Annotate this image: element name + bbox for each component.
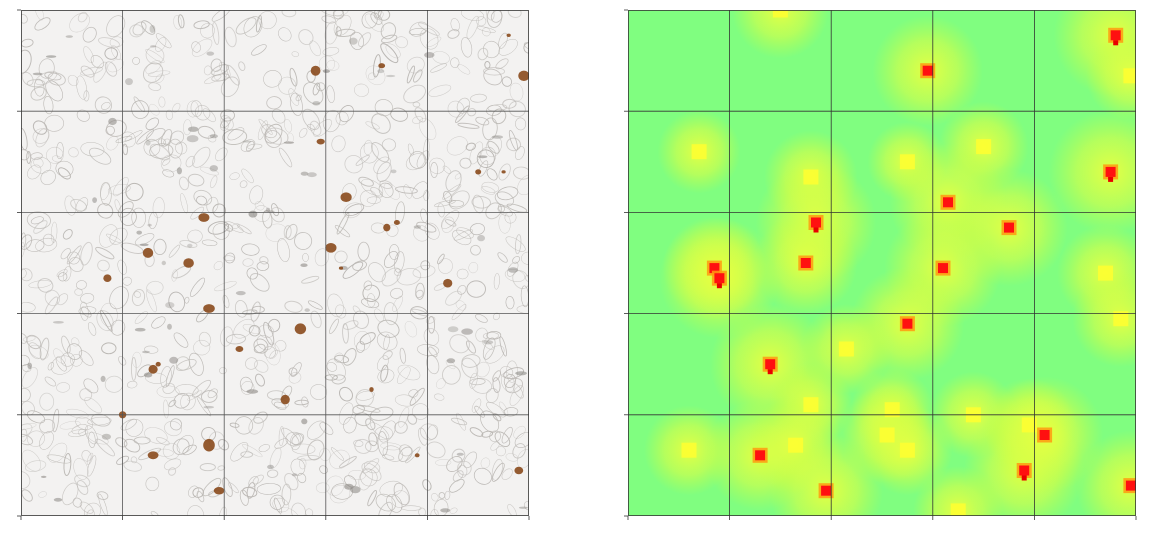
hotspot-pixel [1125,480,1136,491]
hotspot-pixel [838,341,854,357]
hotspot-pixel [922,65,933,76]
hotspot-pixel [1105,166,1116,177]
stained-cell [155,361,161,367]
hotspot-pixel [755,450,766,461]
hotspot-pixel [1108,176,1114,182]
hotspot-pixel [902,318,913,329]
stained-cell [310,65,321,76]
hotspot-pixel [1004,222,1014,233]
density-heatmap-panel [628,10,1136,516]
hotspot-pixel [821,485,832,496]
hotspot-pixel [879,427,895,443]
hotspot-pixel [943,197,953,208]
hotspot-pixel [800,258,811,268]
hotspot-pixel [1113,40,1119,46]
hotspot-pixel [681,442,697,458]
hotspot-pixel [938,263,948,274]
stained-cell [203,304,215,313]
density-heatmap [628,10,1136,516]
hotspot-pixel [1123,68,1136,84]
hotspot-pixel [1021,475,1027,481]
tissue-image [21,10,529,516]
stained-cell [103,274,112,283]
hotspot-pixel [899,442,915,458]
stained-cell [340,192,352,202]
stained-cell [325,243,337,253]
stained-cell [280,394,290,405]
stained-cell [443,278,453,288]
stained-cell [316,138,325,145]
stained-cell [294,323,307,335]
hotspot-pixel [1098,265,1113,281]
stained-cell [148,364,158,374]
hotspot-pixel [811,217,821,228]
hotspot-pixel [1110,30,1121,41]
hotspot-pixel [691,144,707,160]
hotspot-pixel [714,273,725,284]
hotspot-pixel [803,397,819,413]
hotspot-pixel [803,169,819,185]
hotspot-pixel [772,10,788,18]
stained-cell [213,487,225,495]
hotspot-pixel [716,283,722,289]
stained-cell [203,438,215,452]
hotspot-pixel [765,359,776,370]
stained-cell [198,213,210,222]
hotspot-pixel [1039,430,1050,440]
hotspot-pixel [899,154,915,170]
stained-cell [338,266,344,270]
tissue-texture [21,10,529,516]
stained-cell [414,453,420,458]
hotspot-pixel [767,369,773,375]
stained-cell [147,451,159,460]
stained-cell [393,220,400,225]
hotspot-pixel [950,503,966,516]
stained-cell [369,387,374,392]
stained-cell [501,170,506,174]
stained-cell [475,169,482,175]
stained-cell [514,466,524,475]
hotspot-pixel [788,437,804,453]
stained-cell [506,33,511,37]
hotspot-pixel [1019,465,1030,476]
stained-cell [183,258,194,268]
stained-cell [235,346,244,352]
tissue-image-panel [21,10,529,516]
hotspot-pixel [813,227,819,233]
stained-cell [142,247,154,258]
hotspot-pixel [976,139,992,155]
stained-cell [383,223,391,232]
stained-cell [518,70,529,81]
stained-cell [378,63,386,69]
